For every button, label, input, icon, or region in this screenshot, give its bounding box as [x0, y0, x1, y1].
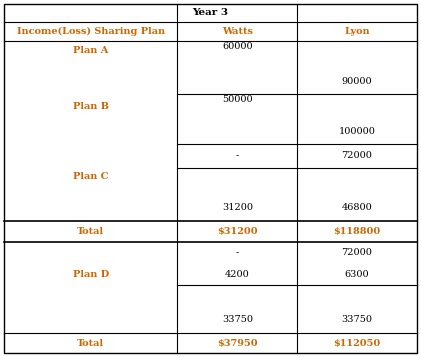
Text: 4200: 4200 [225, 270, 250, 278]
Text: Total: Total [77, 338, 104, 347]
Text: Plan B: Plan B [73, 102, 109, 111]
Text: Plan D: Plan D [73, 270, 109, 278]
Text: $112050: $112050 [333, 338, 381, 347]
Text: 90000: 90000 [342, 77, 372, 86]
Text: Plan A: Plan A [73, 46, 109, 55]
Text: Year 3: Year 3 [192, 8, 229, 17]
Text: 33750: 33750 [222, 315, 253, 324]
Text: 72000: 72000 [341, 151, 373, 160]
Text: Watts: Watts [222, 27, 253, 36]
Text: Lyon: Lyon [344, 27, 370, 36]
Text: 31200: 31200 [222, 203, 253, 212]
Text: $31200: $31200 [217, 227, 258, 236]
Text: 72000: 72000 [341, 248, 373, 257]
Text: -: - [236, 248, 239, 257]
Text: 100000: 100000 [338, 127, 376, 136]
Text: $118800: $118800 [333, 227, 381, 236]
Text: Total: Total [77, 227, 104, 236]
Text: Income(Loss) Sharing Plan: Income(Loss) Sharing Plan [17, 27, 165, 36]
Text: 6300: 6300 [345, 270, 369, 278]
Text: -: - [236, 151, 239, 160]
Text: 60000: 60000 [222, 42, 253, 51]
Text: 46800: 46800 [341, 203, 372, 212]
Text: 50000: 50000 [222, 95, 253, 104]
Text: $37950: $37950 [217, 338, 258, 347]
Text: Plan C: Plan C [73, 172, 109, 181]
Text: 33750: 33750 [341, 315, 373, 324]
